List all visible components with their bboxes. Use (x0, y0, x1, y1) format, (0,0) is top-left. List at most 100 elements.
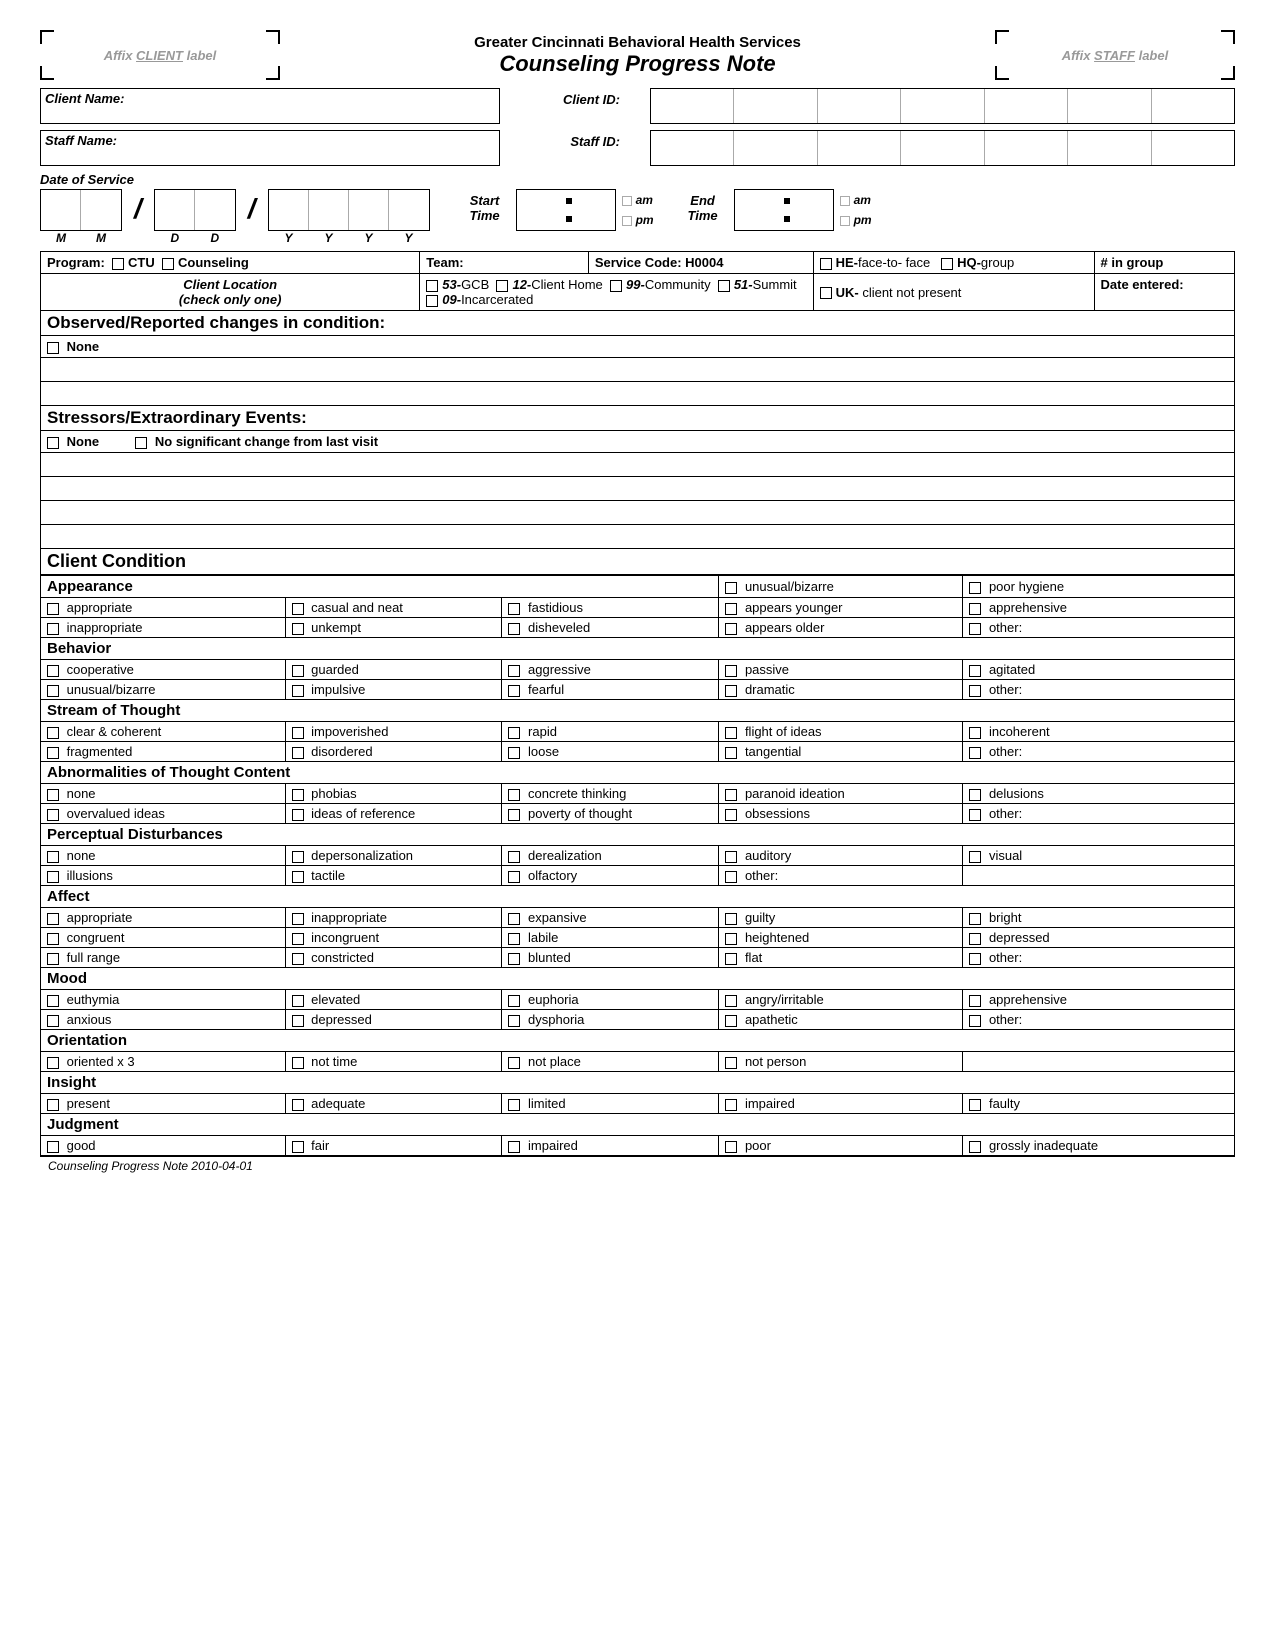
blank-line[interactable] (40, 382, 1235, 406)
cond-checkbox[interactable] (725, 665, 737, 677)
cond-checkbox[interactable] (969, 1015, 981, 1027)
cond-checkbox[interactable] (969, 995, 981, 1007)
cond-checkbox[interactable] (292, 665, 304, 677)
cond-checkbox[interactable] (292, 913, 304, 925)
cond-checkbox[interactable] (292, 747, 304, 759)
cond-checkbox[interactable] (725, 603, 737, 615)
cond-checkbox[interactable] (508, 995, 520, 1007)
end-ampm[interactable]: am pm (840, 189, 890, 233)
cond-checkbox[interactable] (969, 685, 981, 697)
cond-checkbox[interactable] (969, 953, 981, 965)
cond-checkbox[interactable] (508, 789, 520, 801)
loc-checkbox[interactable] (426, 280, 438, 292)
loc-checkbox[interactable] (718, 280, 730, 292)
cond-checkbox[interactable] (47, 747, 59, 759)
cond-checkbox[interactable] (508, 727, 520, 739)
cond-checkbox[interactable] (725, 1057, 737, 1069)
cond-checkbox[interactable] (725, 851, 737, 863)
client-name-field[interactable]: Client Name: (40, 88, 500, 124)
cond-checkbox[interactable] (47, 623, 59, 635)
cond-checkbox[interactable] (969, 789, 981, 801)
cond-checkbox[interactable] (47, 1015, 59, 1027)
cond-checkbox[interactable] (725, 789, 737, 801)
cond-checkbox[interactable] (725, 871, 737, 883)
cond-checkbox[interactable] (292, 685, 304, 697)
cond-checkbox[interactable] (969, 1141, 981, 1153)
cond-checkbox[interactable] (292, 1015, 304, 1027)
cond-checkbox[interactable] (47, 913, 59, 925)
ctu-checkbox[interactable] (112, 258, 124, 270)
end-time-box[interactable] (734, 189, 834, 231)
staff-name-field[interactable]: Staff Name: (40, 130, 500, 166)
cond-checkbox[interactable] (725, 747, 737, 759)
client-id-boxes[interactable] (650, 88, 1235, 124)
cond-checkbox[interactable] (508, 1015, 520, 1027)
cond-checkbox[interactable] (292, 623, 304, 635)
month-boxes[interactable] (40, 189, 122, 231)
cond-checkbox[interactable] (725, 933, 737, 945)
blank-line[interactable] (40, 358, 1235, 382)
cond-checkbox[interactable] (47, 1141, 59, 1153)
cond-checkbox[interactable] (725, 913, 737, 925)
loc-checkbox[interactable] (610, 280, 622, 292)
cond-checkbox[interactable] (508, 747, 520, 759)
cond-checkbox[interactable] (292, 727, 304, 739)
blank-line[interactable] (40, 525, 1235, 549)
cond-checkbox[interactable] (292, 933, 304, 945)
cond-checkbox[interactable] (508, 913, 520, 925)
observed-none-checkbox[interactable] (47, 342, 59, 354)
cond-checkbox[interactable] (292, 1099, 304, 1111)
blank-line[interactable] (40, 501, 1235, 525)
cond-checkbox[interactable] (292, 603, 304, 615)
cond-checkbox[interactable] (292, 809, 304, 821)
cond-checkbox[interactable] (969, 582, 981, 594)
he-checkbox[interactable] (820, 258, 832, 270)
cond-checkbox[interactable] (725, 1015, 737, 1027)
year-boxes[interactable] (268, 189, 430, 231)
cond-checkbox[interactable] (969, 665, 981, 677)
cond-checkbox[interactable] (508, 623, 520, 635)
cond-checkbox[interactable] (969, 913, 981, 925)
cond-checkbox[interactable] (47, 953, 59, 965)
cond-checkbox[interactable] (292, 789, 304, 801)
cond-checkbox[interactable] (508, 1099, 520, 1111)
cond-checkbox[interactable] (725, 685, 737, 697)
loc-checkbox[interactable] (496, 280, 508, 292)
uk-checkbox[interactable] (820, 287, 832, 299)
cond-checkbox[interactable] (969, 933, 981, 945)
cond-checkbox[interactable] (725, 995, 737, 1007)
cond-checkbox[interactable] (292, 871, 304, 883)
start-time-box[interactable] (516, 189, 616, 231)
day-boxes[interactable] (154, 189, 236, 231)
counseling-checkbox[interactable] (162, 258, 174, 270)
cond-checkbox[interactable] (969, 727, 981, 739)
stressors-none-checkbox[interactable] (47, 437, 59, 449)
cond-checkbox[interactable] (508, 1057, 520, 1069)
cond-checkbox[interactable] (725, 1099, 737, 1111)
cond-checkbox[interactable] (725, 727, 737, 739)
cond-checkbox[interactable] (508, 603, 520, 615)
stressors-nochange-checkbox[interactable] (135, 437, 147, 449)
cond-checkbox[interactable] (47, 603, 59, 615)
cond-checkbox[interactable] (969, 623, 981, 635)
blank-line[interactable] (40, 453, 1235, 477)
cond-checkbox[interactable] (725, 582, 737, 594)
cond-checkbox[interactable] (725, 953, 737, 965)
cond-checkbox[interactable] (725, 623, 737, 635)
cond-checkbox[interactable] (47, 727, 59, 739)
cond-checkbox[interactable] (508, 851, 520, 863)
cond-checkbox[interactable] (47, 789, 59, 801)
cond-checkbox[interactable] (292, 851, 304, 863)
blank-line[interactable] (40, 477, 1235, 501)
cond-checkbox[interactable] (47, 933, 59, 945)
cond-checkbox[interactable] (508, 953, 520, 965)
cond-checkbox[interactable] (508, 665, 520, 677)
hq-checkbox[interactable] (941, 258, 953, 270)
cond-checkbox[interactable] (969, 851, 981, 863)
cond-checkbox[interactable] (292, 953, 304, 965)
cond-checkbox[interactable] (969, 1099, 981, 1111)
cond-checkbox[interactable] (969, 747, 981, 759)
cond-checkbox[interactable] (47, 1057, 59, 1069)
loc-checkbox[interactable] (426, 295, 438, 307)
cond-checkbox[interactable] (47, 851, 59, 863)
